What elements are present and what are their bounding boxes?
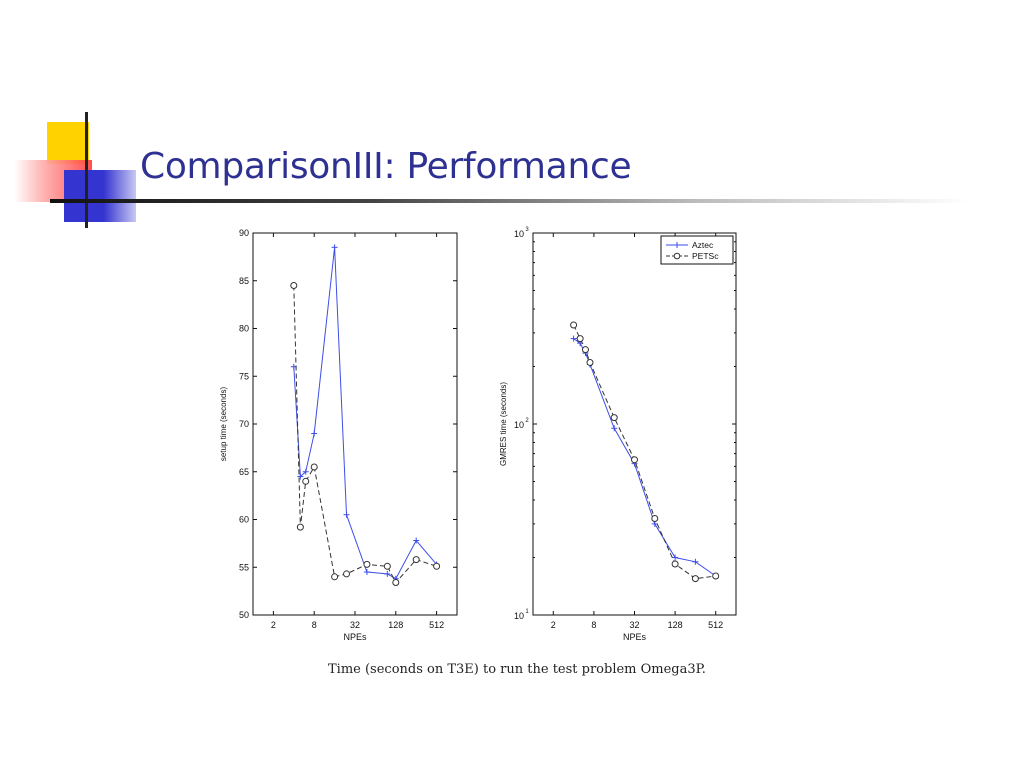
data-point-petsc	[586, 358, 594, 366]
x-tick-label: 8	[591, 620, 596, 630]
data-point-petsc	[712, 572, 720, 580]
data-point-petsc	[651, 515, 659, 523]
y-tick-label: 70	[239, 419, 249, 429]
x-tick-label: 2	[551, 620, 556, 630]
y-tick-label: 65	[239, 467, 249, 477]
x-tick-label: 8	[312, 620, 317, 630]
decor-vertical-line	[85, 112, 88, 228]
x-tick-label: 32	[629, 620, 639, 630]
data-point-aztec	[413, 537, 420, 544]
y-tick-label: 10	[514, 611, 524, 621]
data-point-aztec	[692, 558, 699, 565]
data-point-aztec	[363, 569, 370, 576]
x-tick-label: 512	[429, 620, 444, 630]
data-point-aztec	[570, 335, 577, 342]
plot-frame-2	[532, 232, 737, 616]
y-tick-label-exp: 3	[525, 227, 529, 233]
x-tick-label: 128	[668, 620, 683, 630]
series-line-petsc	[573, 324, 716, 580]
data-point-petsc	[343, 570, 351, 578]
data-point-aztec	[611, 425, 618, 432]
series-line-aztec	[573, 338, 716, 577]
y-tick-label: 85	[239, 276, 249, 286]
figure-caption: Time (seconds on T3E) to run the test pr…	[328, 662, 706, 677]
x-axis-label: NPEs	[343, 632, 367, 642]
y-tick-label: 10	[514, 229, 524, 239]
data-point-petsc	[383, 562, 391, 570]
data-point-petsc	[296, 523, 304, 531]
y-tick-label: 10	[514, 420, 524, 430]
data-point-petsc	[363, 560, 371, 568]
legend-marker-circle	[673, 252, 681, 260]
data-point-petsc	[631, 456, 638, 464]
y-tick-label: 55	[239, 562, 249, 572]
y-axis-label: setup time (seconds)	[219, 387, 228, 462]
x-tick-label: 512	[708, 620, 723, 630]
legend-label-aztec: Aztec	[692, 240, 714, 250]
decor-blue-square	[64, 170, 136, 222]
data-point-petsc	[691, 575, 699, 583]
x-tick-label: 128	[388, 620, 403, 630]
data-point-petsc	[581, 346, 589, 354]
x-axis-label: NPEs	[623, 632, 647, 642]
data-point-petsc	[610, 414, 618, 422]
data-point-petsc	[576, 335, 584, 343]
y-tick-label: 80	[239, 324, 249, 334]
data-point-petsc	[433, 562, 441, 570]
title-rule	[50, 199, 970, 203]
legend-label-petsc: PETSc	[692, 251, 719, 261]
y-tick-label-exp: 2	[525, 418, 529, 424]
data-point-aztec	[297, 473, 304, 480]
data-point-aztec	[343, 511, 350, 518]
data-point-petsc	[302, 477, 310, 485]
data-point-aztec	[672, 554, 679, 561]
y-axis-label: GMRES time (seconds)	[499, 382, 508, 466]
data-point-petsc	[310, 463, 318, 471]
slide-title: ComparisonIII: Performance	[140, 146, 632, 187]
y-tick-label: 75	[239, 371, 249, 381]
y-tick-label: 90	[239, 228, 249, 238]
x-tick-label: 32	[350, 620, 360, 630]
series-line-aztec	[293, 247, 437, 580]
plot-frame-1	[252, 232, 458, 616]
data-point-petsc	[412, 556, 420, 564]
data-point-petsc	[290, 282, 298, 290]
y-tick-label-exp: 1	[525, 609, 529, 615]
data-point-petsc	[331, 573, 339, 581]
data-point-aztec	[331, 244, 338, 251]
y-tick-label: 60	[239, 515, 249, 525]
decor-yellow-square	[47, 122, 89, 164]
y-tick-label: 50	[239, 610, 249, 620]
data-point-petsc	[392, 579, 400, 587]
data-point-petsc	[570, 321, 578, 329]
data-point-aztec	[384, 570, 391, 577]
data-point-petsc	[671, 560, 679, 568]
legend-box	[660, 235, 734, 265]
x-tick-label: 2	[271, 620, 276, 630]
data-point-aztec	[302, 468, 309, 475]
data-point-aztec	[311, 430, 318, 437]
